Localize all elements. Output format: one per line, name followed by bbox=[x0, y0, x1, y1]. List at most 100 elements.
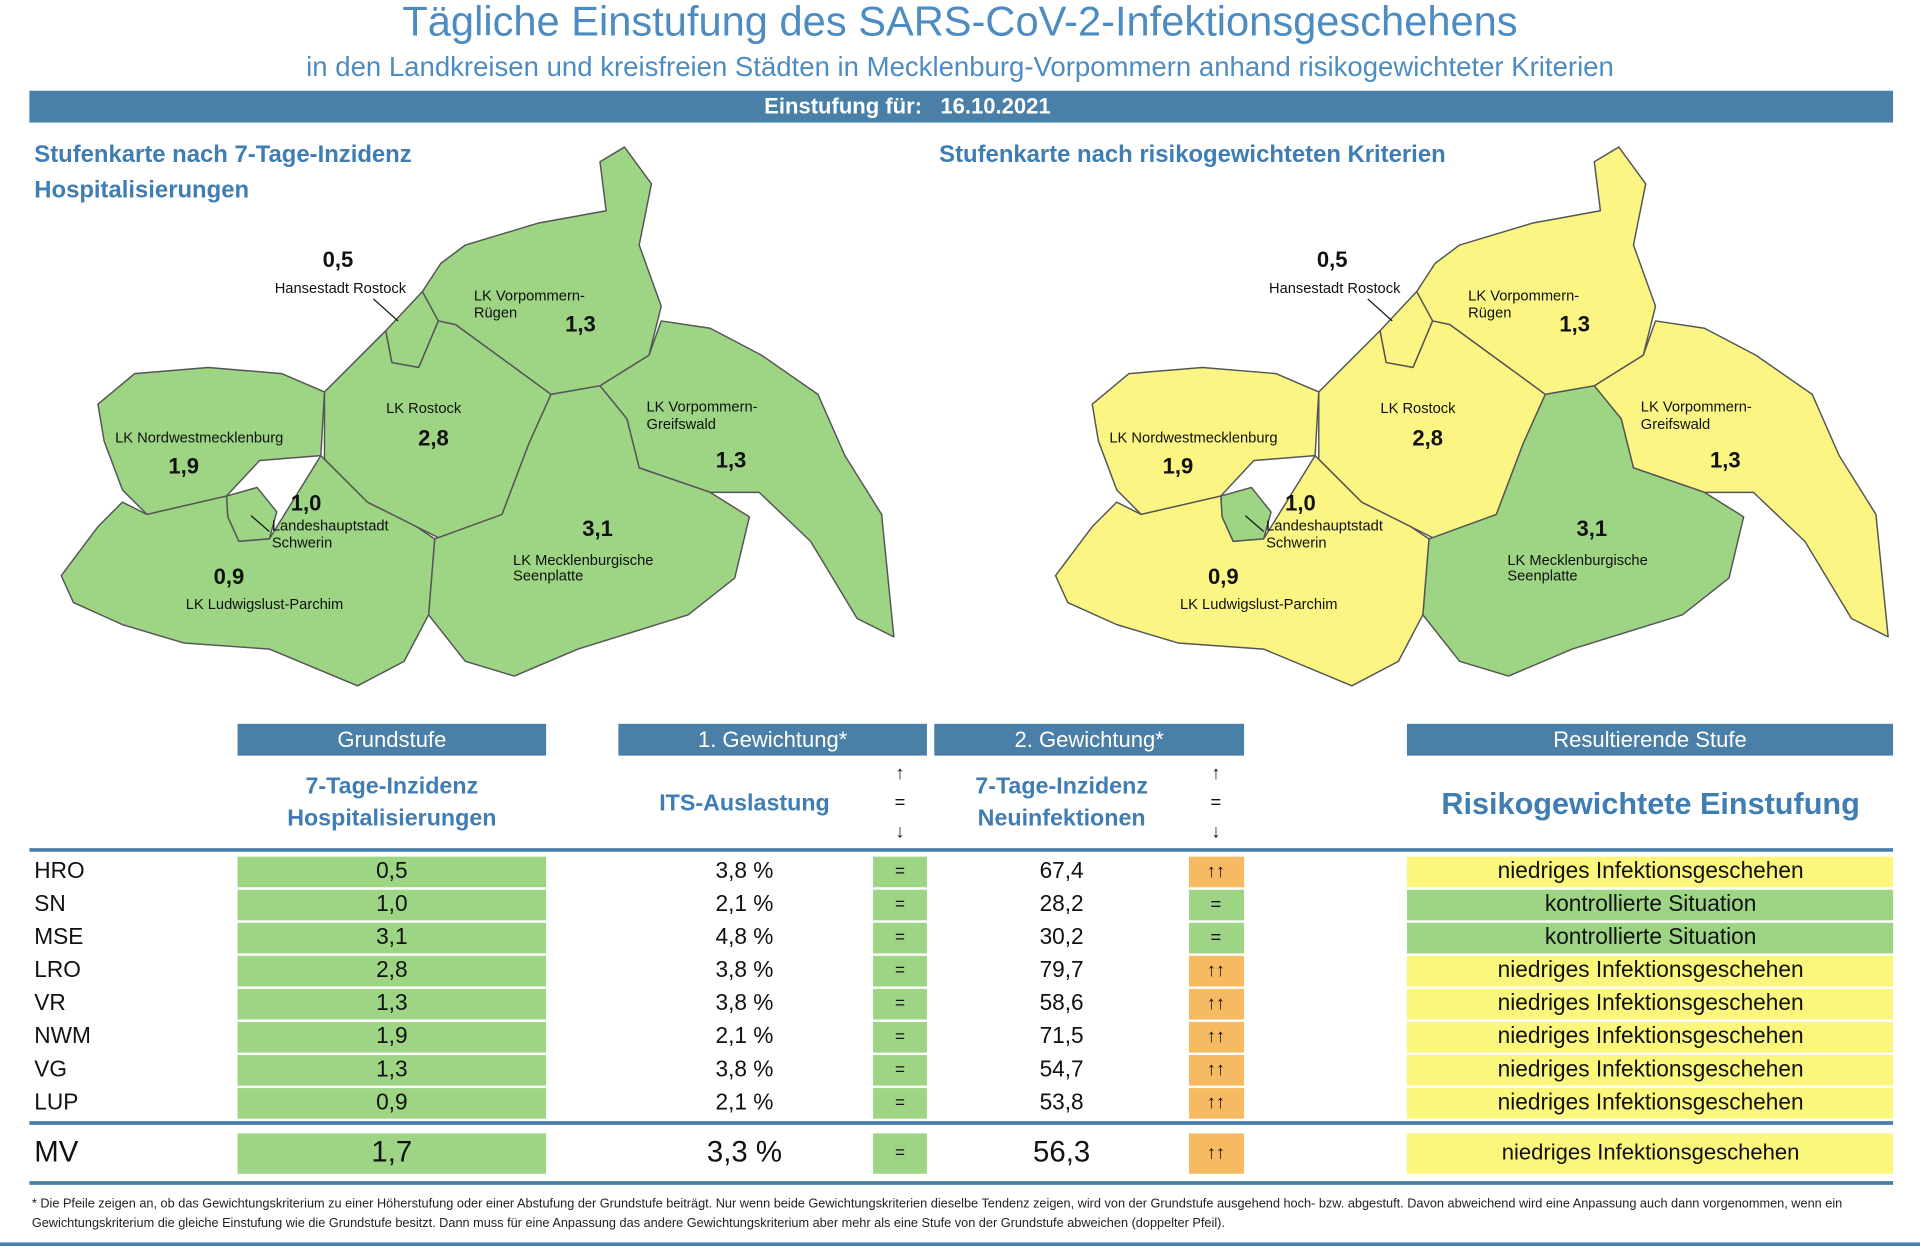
region-shape bbox=[1054, 454, 1430, 687]
inz-value: 53,8 bbox=[1040, 1088, 1084, 1114]
cell-bg bbox=[237, 1133, 547, 1174]
header-box bbox=[934, 723, 1245, 756]
region-name: Hansestadt Rostock bbox=[275, 281, 407, 297]
its-value: 3,8 % bbox=[716, 989, 774, 1015]
row-code: LUP bbox=[34, 1088, 78, 1114]
cell-bg bbox=[237, 988, 547, 1020]
map-title: Stufenkarte nach 7-Tage-Inzidenz bbox=[34, 141, 411, 168]
grundstufe: 2,8 bbox=[376, 956, 407, 982]
row-code: LRO bbox=[34, 956, 81, 982]
column-subheader: Neuinfektionen bbox=[978, 804, 1146, 830]
region-shape bbox=[97, 366, 326, 516]
region-name: Greifswald bbox=[1641, 417, 1710, 433]
result-cell bbox=[1406, 1055, 1894, 1086]
leader-line bbox=[1367, 298, 1393, 322]
result: niedriges Infektionsgeschehen bbox=[1498, 1022, 1804, 1048]
footnote: * Die Pfeile zeigen an, ob das Gewichtun… bbox=[31, 1197, 1843, 1231]
leader-line bbox=[1244, 515, 1265, 533]
trend-cell bbox=[1188, 1055, 1245, 1086]
inz-trend: ↑↑ bbox=[1207, 1058, 1225, 1079]
cell-bg bbox=[237, 1088, 547, 1119]
result-cell bbox=[1406, 988, 1894, 1020]
cell-bg bbox=[237, 922, 547, 954]
cell-bg bbox=[237, 889, 547, 921]
trend-cell bbox=[873, 1021, 927, 1053]
inz-value: 71,5 bbox=[1040, 1022, 1084, 1048]
its-value: 2,1 % bbox=[716, 1088, 774, 1114]
grundstufe: 1,7 bbox=[371, 1135, 412, 1168]
its-value: 4,8 % bbox=[716, 923, 774, 949]
region-name: LK Vorpommern- bbox=[1641, 400, 1752, 416]
inz-trend: = bbox=[1211, 893, 1222, 914]
region-shape bbox=[1422, 385, 1745, 677]
region-value: 1,3 bbox=[1710, 448, 1741, 473]
its-trend: = bbox=[895, 1026, 905, 1046]
region-name: Seenplatte bbox=[1507, 569, 1577, 585]
result-cell bbox=[1406, 889, 1894, 921]
trend-cell bbox=[1188, 955, 1245, 987]
its-value: 2,1 % bbox=[716, 1022, 774, 1048]
result: kontrollierte Situation bbox=[1545, 890, 1756, 916]
inz-trend: ↑↑ bbox=[1207, 860, 1225, 881]
cell-bg bbox=[237, 1021, 547, 1053]
region-name: LK Mecklenburgische bbox=[1507, 553, 1647, 569]
region-name: Schwerin bbox=[1266, 536, 1326, 552]
column-header: Grundstufe bbox=[337, 727, 446, 752]
map-title: Stufenkarte nach risikogewichteten Krite… bbox=[939, 141, 1445, 168]
trend-legend: = bbox=[1211, 791, 1222, 812]
trend-cell bbox=[873, 922, 927, 954]
row-code: VG bbox=[34, 1055, 67, 1081]
trend-cell bbox=[873, 1133, 927, 1174]
result-cell bbox=[1406, 856, 1894, 888]
inz-value: 58,6 bbox=[1040, 989, 1084, 1015]
result-cell bbox=[1406, 922, 1894, 954]
grundstufe: 0,9 bbox=[376, 1088, 407, 1114]
grundstufe: 1,9 bbox=[376, 1022, 407, 1048]
column-header: Resultierende Stufe bbox=[1553, 727, 1747, 752]
result: niedriges Infektionsgeschehen bbox=[1498, 1055, 1804, 1081]
row-code: SN bbox=[34, 890, 65, 916]
region-name: LK Vorpommern- bbox=[647, 400, 758, 416]
column-subheader: 7-Tage-Inzidenz bbox=[975, 773, 1148, 799]
column-header: 1. Gewichtung* bbox=[698, 727, 848, 752]
trend-cell bbox=[873, 889, 927, 921]
region-name: Rügen bbox=[474, 305, 517, 321]
column-subheader: Hospitalisierungen bbox=[287, 804, 496, 830]
region-value: 2,8 bbox=[418, 426, 449, 451]
region-name: Schwerin bbox=[272, 536, 332, 552]
its-trend: = bbox=[895, 993, 905, 1013]
its-trend: = bbox=[895, 927, 905, 947]
its-value: 2,1 % bbox=[716, 890, 774, 916]
region-value: 3,1 bbox=[582, 516, 613, 541]
result: niedriges Infektionsgeschehen bbox=[1502, 1139, 1800, 1164]
region-value: 0,5 bbox=[323, 247, 354, 272]
footnote-box: * Die Pfeile zeigen an, ob das Gewichtun… bbox=[31, 1197, 1843, 1231]
region-name: Hansestadt Rostock bbox=[1269, 281, 1401, 297]
inz-value: 79,7 bbox=[1040, 956, 1084, 982]
region-name: LK Ludwigslust-Parchim bbox=[186, 597, 344, 613]
trend-cell bbox=[873, 1088, 927, 1119]
trend-legend: = bbox=[895, 791, 906, 812]
region-name: Greifswald bbox=[647, 417, 716, 433]
header-box bbox=[618, 723, 927, 756]
its-trend: = bbox=[895, 1059, 905, 1079]
region-value: 1,3 bbox=[1559, 312, 1590, 337]
result: niedriges Infektionsgeschehen bbox=[1498, 857, 1804, 883]
column-subheader: Risikogewichtete Einstufung bbox=[1441, 787, 1859, 821]
trend-cell bbox=[873, 856, 927, 888]
its-trend: = bbox=[895, 860, 905, 880]
trend-legend: ↑ bbox=[1211, 762, 1220, 783]
column-subheader: 7-Tage-Inzidenz bbox=[306, 773, 479, 799]
region-name: LK Vorpommern- bbox=[1468, 288, 1579, 304]
region-name: Landeshauptstadt bbox=[272, 519, 389, 535]
grundstufe: 1,3 bbox=[376, 989, 407, 1015]
row-code: MV bbox=[34, 1135, 78, 1168]
its-trend: = bbox=[895, 1092, 905, 1112]
inz-value: 28,2 bbox=[1040, 890, 1084, 916]
region-name: LK Ludwigslust-Parchim bbox=[1180, 597, 1338, 613]
trend-cell bbox=[1188, 922, 1245, 954]
header-box bbox=[237, 723, 547, 756]
trend-cell bbox=[1188, 1133, 1245, 1174]
inz-trend: ↑↑ bbox=[1207, 1141, 1225, 1162]
